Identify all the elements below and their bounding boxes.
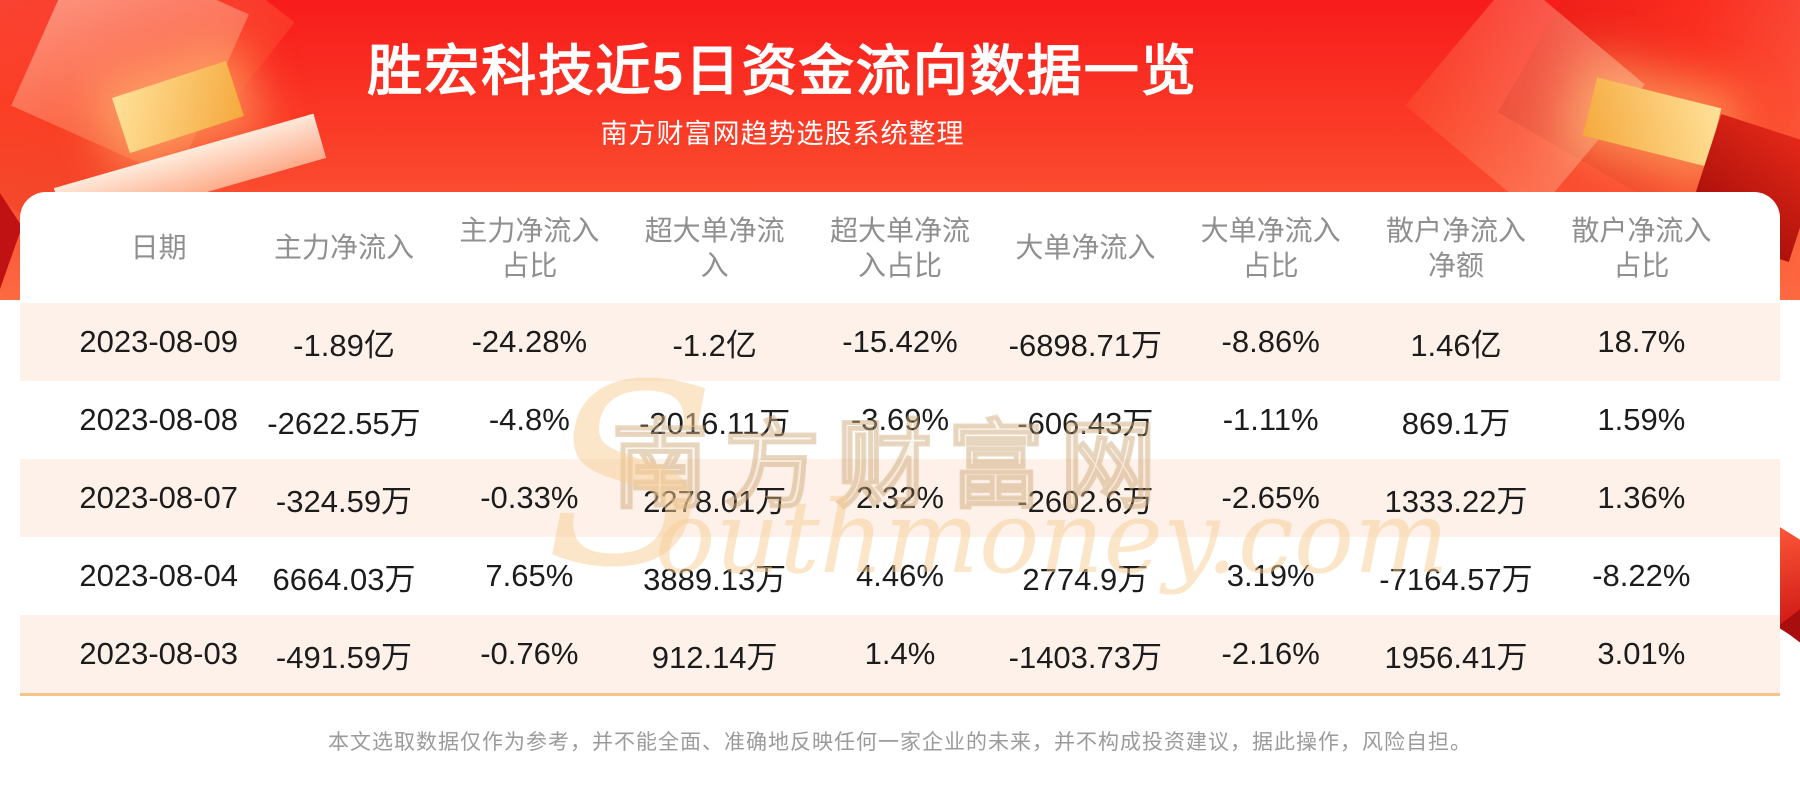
- cell-value: 912.14万: [651, 639, 778, 675]
- data-table-card: 日期 主力净流入 主力净流入 占比 超大单净流 入 超大单净流 入占比 大单净流…: [20, 192, 1780, 800]
- cell-value: 4.46%: [856, 558, 944, 593]
- cell-date: 2023-08-09: [79, 324, 238, 359]
- cell-value: -24.28%: [471, 324, 588, 359]
- cell-value: -3.69%: [850, 402, 950, 437]
- cell-value: -606.43万: [1017, 405, 1154, 441]
- cell-value: -6898.71万: [1008, 327, 1163, 363]
- table-row: 2023-08-03 -491.59万 -0.76% 912.14万 1.4% …: [20, 615, 1780, 693]
- cell-value: 6664.03万: [272, 561, 416, 597]
- cell-value: -7164.57万: [1379, 561, 1533, 597]
- cell-value: -1.11%: [1222, 402, 1319, 437]
- cell-value: -1.2亿: [672, 327, 757, 363]
- cell-value: -2602.6万: [1017, 483, 1154, 519]
- header-cell-main-net-inflow: 主力净流入: [273, 232, 414, 263]
- cell-value: -0.76%: [480, 636, 579, 671]
- table-row: 2023-08-08 -2622.55万 -4.8% -2016.11万 -3.…: [20, 381, 1780, 459]
- table-header-row: 日期 主力净流入 主力净流入 占比 超大单净流 入 超大单净流 入占比 大单净流…: [20, 192, 1780, 303]
- header-cell-xl-order-net-inflow-ratio: 超大单净流 入占比: [829, 214, 970, 281]
- cell-value: 1.36%: [1597, 480, 1686, 515]
- cell-value: 2278.01万: [643, 483, 787, 519]
- header-cell-large-order-net-inflow-ratio: 大单净流入 占比: [1200, 214, 1341, 281]
- header-cell-large-order-net-inflow: 大单净流入: [1015, 232, 1156, 263]
- cell-value: 1.59%: [1597, 402, 1686, 437]
- cell-date: 2023-08-03: [79, 636, 238, 671]
- disclaimer-text: 本文选取数据仅作为参考，并不能全面、准确地反映任何一家企业的未来，并不构成投资建…: [328, 731, 1472, 754]
- cell-value: -2016.11万: [639, 405, 791, 441]
- cell-value: 1956.41万: [1384, 639, 1528, 675]
- cell-value: -1.89亿: [293, 327, 395, 363]
- table-row: 2023-08-09 -1.89亿 -24.28% -1.2亿 -15.42% …: [20, 303, 1780, 381]
- header-cell-date: 日期: [130, 232, 187, 263]
- cell-value: -491.59万: [275, 639, 413, 675]
- header-cell-retail-net-inflow-ratio: 散户净流入 占比: [1571, 214, 1712, 281]
- table-row: 2023-08-04 6664.03万 7.65% 3889.13万 4.46%…: [20, 537, 1780, 615]
- cell-value: -15.42%: [842, 324, 958, 359]
- header-cell-main-net-inflow-ratio: 主力净流入 占比: [459, 214, 600, 281]
- cell-value: -2.65%: [1221, 480, 1320, 515]
- cell-value: -8.22%: [1592, 558, 1691, 593]
- page-title: 胜宏科技近5日资金流向数据一览: [367, 40, 1198, 102]
- cell-value: 1.4%: [864, 636, 936, 671]
- header-cell-retail-net-inflow: 散户净流入 净额: [1385, 214, 1526, 281]
- cell-value: 3.19%: [1226, 558, 1315, 593]
- cell-value: 869.1万: [1401, 405, 1511, 441]
- table-row: 2023-08-07 -324.59万 -0.33% 2278.01万 2.32…: [20, 459, 1780, 537]
- cell-value: -1403.73万: [1008, 639, 1163, 675]
- cell-value: 2774.9万: [1022, 561, 1149, 597]
- table-body: 2023-08-09 -1.89亿 -24.28% -1.2亿 -15.42% …: [20, 303, 1780, 693]
- cell-value: -2.16%: [1221, 636, 1320, 671]
- cell-value: -2622.55万: [267, 405, 421, 441]
- cell-date: 2023-08-04: [79, 558, 238, 593]
- cell-value: -4.8%: [488, 402, 570, 437]
- cell-date: 2023-08-07: [79, 480, 238, 515]
- header-cell-xl-order-net-inflow: 超大单净流 入: [644, 214, 785, 281]
- cell-value: 2.32%: [856, 480, 944, 515]
- cell-value: 18.7%: [1597, 324, 1686, 359]
- cell-value: 1.46亿: [1410, 327, 1502, 363]
- cell-value: 3.01%: [1597, 636, 1686, 671]
- page-subtitle: 南方财富网趋势选股系统整理: [600, 119, 965, 149]
- cell-value: -324.59万: [275, 483, 413, 519]
- cell-value: 3889.13万: [643, 561, 787, 597]
- cell-value: 7.65%: [485, 558, 574, 593]
- cell-value: -8.86%: [1221, 324, 1320, 359]
- cell-value: -0.33%: [480, 480, 579, 515]
- table-bottom-divider: [20, 693, 1780, 696]
- cell-value: 1333.22万: [1384, 483, 1528, 519]
- cell-date: 2023-08-08: [79, 402, 238, 437]
